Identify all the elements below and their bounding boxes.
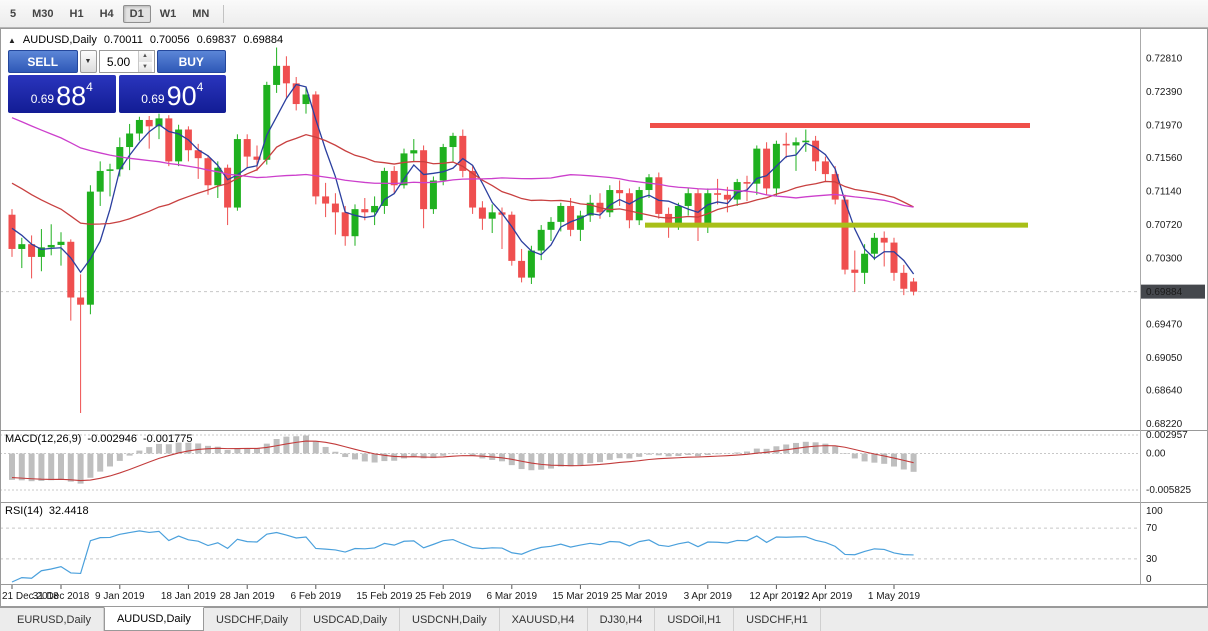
svg-text:1 May 2019: 1 May 2019 bbox=[868, 591, 921, 602]
buy-price-pipette: 4 bbox=[196, 80, 204, 94]
ohlc-open: 0.70011 bbox=[103, 34, 143, 46]
svg-text:21 Dec 2018: 21 Dec 2018 bbox=[2, 591, 59, 602]
candles-layer bbox=[0, 47, 1140, 413]
svg-text:12 Apr 2019: 12 Apr 2019 bbox=[749, 591, 803, 602]
toolbar-separator bbox=[223, 4, 225, 23]
timeframe-button-w1[interactable]: W1 bbox=[159, 7, 177, 20]
svg-text:0.00: 0.00 bbox=[1146, 449, 1166, 460]
chart-tab-xauusd-h4[interactable]: XAUUSD,H4 bbox=[500, 608, 588, 631]
svg-text:0.72810: 0.72810 bbox=[1146, 54, 1183, 65]
volume-spinner: ▲ ▼ bbox=[137, 51, 152, 72]
macd-indicator-label: MACD(12,26,9) -0.002946 -0.001775 bbox=[5, 433, 193, 445]
svg-text:25 Feb 2019: 25 Feb 2019 bbox=[415, 591, 472, 602]
rsi-name: RSI(14) bbox=[5, 505, 43, 517]
ohlc-info: ▲ AUDUSD,Daily 0.70011 0.70056 0.69837 0… bbox=[8, 34, 283, 46]
svg-text:28 Jan 2019: 28 Jan 2019 bbox=[220, 591, 275, 602]
svg-text:3 Apr 2019: 3 Apr 2019 bbox=[684, 591, 733, 602]
sell-price-display[interactable]: 0.69 88 4 bbox=[8, 75, 116, 113]
buy-button[interactable]: BUY bbox=[156, 50, 226, 73]
buy-price-prefix: 0.69 bbox=[141, 92, 165, 106]
sell-button[interactable]: SELL bbox=[8, 50, 78, 73]
current-price-badge bbox=[1141, 284, 1205, 299]
svg-text:15 Mar 2019: 15 Mar 2019 bbox=[552, 591, 609, 602]
chart-window: 100 70 30 0 0.72810 0.72390 0.71970 0.71560 0.71… bbox=[0, 28, 1208, 607]
rsi-indicator-label: RSI(14) 32.4418 bbox=[5, 505, 89, 517]
sell-price-pipette: 4 bbox=[86, 80, 93, 94]
svg-text:0.69050: 0.69050 bbox=[1146, 353, 1183, 364]
chart-tab-usdchf-daily[interactable]: USDCHF,Daily bbox=[204, 608, 302, 631]
chart-tab-eurusd-daily[interactable]: EURUSD,Daily bbox=[5, 608, 104, 631]
svg-text:22 Apr 2019: 22 Apr 2019 bbox=[798, 591, 852, 602]
svg-text:0: 0 bbox=[1146, 574, 1152, 585]
one-click-trading-panel: SELL ▼ ▲ ▼ BUY 0.69 88 4 0.6 bbox=[8, 50, 226, 113]
ohlc-low: 0.69837 bbox=[196, 34, 237, 46]
chart-tab-usdoil-h1[interactable]: USDOil,H1 bbox=[655, 608, 735, 631]
svg-text:0.70720: 0.70720 bbox=[1146, 220, 1183, 231]
svg-text:0.71560: 0.71560 bbox=[1146, 153, 1183, 164]
svg-text:70: 70 bbox=[1146, 523, 1158, 534]
sell-price-big: 88 bbox=[56, 81, 87, 112]
timeframe-button-m30[interactable]: M30 bbox=[32, 7, 54, 20]
volume-input[interactable] bbox=[99, 51, 138, 72]
ohlc-high: 0.70056 bbox=[149, 34, 190, 46]
svg-text:100: 100 bbox=[1146, 506, 1163, 517]
svg-text:9 Jan 2019: 9 Jan 2019 bbox=[95, 591, 145, 602]
price-chart-canvas[interactable]: 100 70 30 0 0.72810 0.72390 0.71970 0.71560 0.71… bbox=[0, 28, 1208, 607]
svg-text:0.68640: 0.68640 bbox=[1146, 386, 1183, 397]
volume-dropdown-button[interactable]: ▼ bbox=[79, 50, 97, 73]
timeframe-button-5[interactable]: 5 bbox=[10, 7, 17, 20]
trade-prices-row: 0.69 88 4 0.69 90 4 bbox=[8, 75, 226, 113]
macd-value-signal: -0.001775 bbox=[142, 433, 193, 445]
buy-price-big: 90 bbox=[166, 81, 197, 112]
rsi-pane: 100 70 30 0 bbox=[0, 506, 1163, 585]
volume-down-button[interactable]: ▼ bbox=[138, 61, 152, 72]
chart-tab-usdcnh-daily[interactable]: USDCNH,Daily bbox=[400, 608, 500, 631]
chart-tabs-bar: EURUSD,Daily AUDUSD,Daily USDCHF,Daily USDC… bbox=[0, 607, 1208, 631]
chart-tab-usdchf-h1[interactable]: USDCHF,H1 bbox=[734, 608, 821, 631]
svg-text:0.69884: 0.69884 bbox=[1146, 287, 1183, 298]
timeframe-button-h1[interactable]: H1 bbox=[69, 7, 84, 20]
svg-text:25 Mar 2019: 25 Mar 2019 bbox=[611, 591, 668, 602]
svg-text:0.002957: 0.002957 bbox=[1146, 430, 1188, 441]
ohlc-close: 0.69884 bbox=[243, 34, 284, 46]
rsi-value: 32.4418 bbox=[48, 505, 89, 517]
svg-text:0.68220: 0.68220 bbox=[1146, 419, 1183, 430]
macd-value-main: -0.002946 bbox=[87, 433, 137, 445]
svg-text:0.69470: 0.69470 bbox=[1146, 320, 1183, 331]
trade-controls-row: SELL ▼ ▲ ▼ BUY bbox=[8, 50, 226, 73]
svg-text:6 Mar 2019: 6 Mar 2019 bbox=[487, 591, 538, 602]
timeframe-button-d1[interactable]: D1 bbox=[122, 4, 151, 23]
chart-tab-dj30-h4[interactable]: DJ30,H4 bbox=[588, 608, 656, 631]
svg-text:30: 30 bbox=[1146, 554, 1158, 565]
svg-text:0.71970: 0.71970 bbox=[1146, 121, 1183, 132]
svg-text:0.70300: 0.70300 bbox=[1146, 254, 1183, 265]
chart-marker-icon: ▲ bbox=[8, 35, 16, 45]
macd-pane bbox=[0, 434, 1140, 491]
sell-price-prefix: 0.69 bbox=[30, 92, 55, 106]
macd-name: MACD(12,26,9) bbox=[5, 433, 82, 445]
svg-text:6 Feb 2019: 6 Feb 2019 bbox=[290, 591, 341, 602]
timeframe-button-mn[interactable]: MN bbox=[192, 7, 210, 20]
volume-field-wrapper: ▲ ▼ bbox=[98, 50, 155, 73]
chart-tab-usdcad-daily[interactable]: USDCAD,Daily bbox=[301, 608, 401, 631]
svg-text:31 Dec 2018: 31 Dec 2018 bbox=[33, 591, 90, 602]
svg-text:-0.005825: -0.005825 bbox=[1146, 485, 1191, 496]
chart-tab-audusd-daily[interactable]: AUDUSD,Daily bbox=[103, 607, 204, 631]
svg-text:0.71140: 0.71140 bbox=[1146, 187, 1182, 198]
timeframe-toolbar: 5 M30 H1 H4 D1 W1 MN bbox=[0, 0, 1208, 28]
svg-text:0.72390: 0.72390 bbox=[1146, 87, 1183, 98]
buy-price-display[interactable]: 0.69 90 4 bbox=[118, 75, 226, 113]
chart-symbol-period: AUDUSD,Daily bbox=[22, 34, 97, 46]
svg-text:18 Jan 2019: 18 Jan 2019 bbox=[161, 591, 216, 602]
volume-up-button[interactable]: ▲ bbox=[138, 51, 152, 62]
svg-text:15 Feb 2019: 15 Feb 2019 bbox=[356, 591, 413, 602]
timeframe-button-h4[interactable]: H4 bbox=[99, 7, 114, 20]
